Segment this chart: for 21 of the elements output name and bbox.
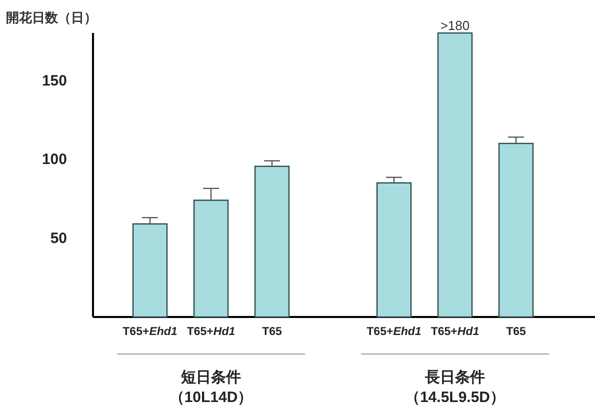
x-tick-label: T65+Hd1: [186, 326, 236, 338]
text: （10L14D）: [169, 389, 253, 406]
text: （14.5L9.5D）: [404, 389, 506, 406]
text: 長日条件: [424, 369, 485, 386]
text: 短日条件: [180, 369, 241, 386]
x-tick-label: T65+Hd1: [430, 326, 480, 338]
bar: [132, 223, 168, 318]
y-axis-title: 開花日数（日）: [6, 10, 97, 25]
y-tick-label: 50: [50, 230, 67, 248]
bar: [193, 200, 229, 318]
bar: [254, 166, 290, 318]
x-tick-label: T65+Ehd1: [366, 326, 422, 338]
x-tick-label: T65: [506, 326, 527, 338]
y-tick-label: 150: [42, 72, 67, 90]
bar: [376, 182, 412, 318]
bar: [498, 142, 534, 318]
x-tick-label: T65+Ehd1: [122, 326, 178, 338]
bar: [437, 32, 473, 318]
x-tick-label: T65: [262, 326, 283, 338]
y-tick-label: 100: [42, 151, 67, 168]
data-label: >180: [440, 18, 470, 33]
